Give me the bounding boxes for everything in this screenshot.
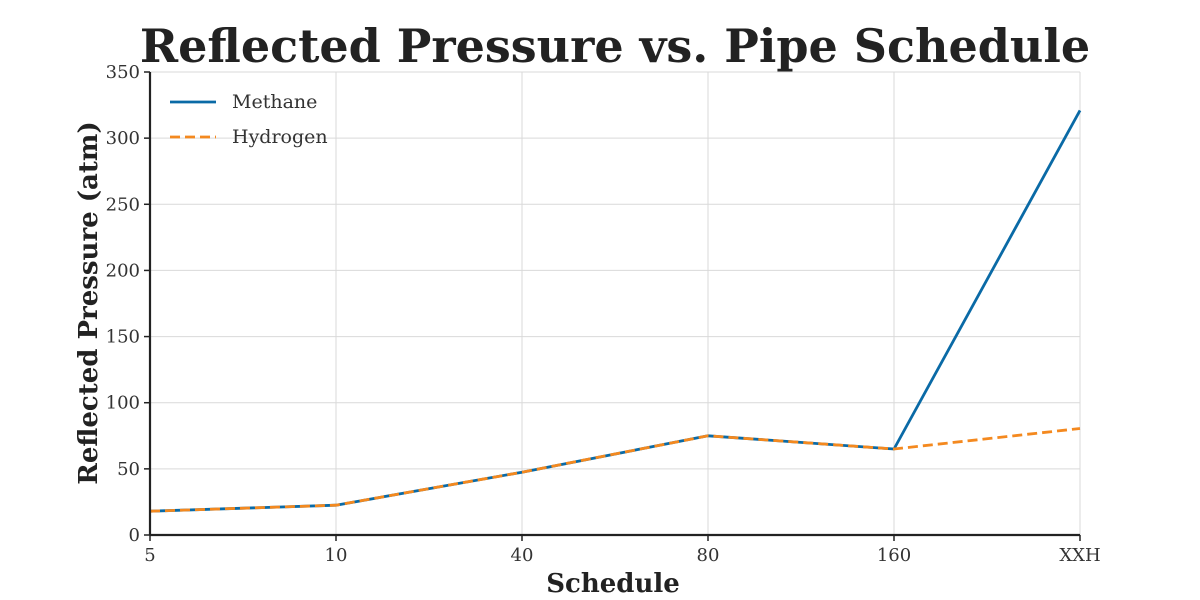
y-tick-label: 100 [106, 393, 140, 414]
grid [149, 71, 1081, 536]
legend-label-hydrogen: Hydrogen [232, 126, 328, 148]
y-tick-label: 300 [106, 128, 140, 149]
y-axis-label: Reflected Pressure (atm) [74, 121, 104, 484]
x-tick-label: 160 [877, 545, 911, 566]
y-tick-label: 200 [106, 260, 140, 281]
chart-title: Reflected Pressure vs. Pipe Schedule [140, 19, 1090, 73]
x-tick-label: 5 [144, 545, 155, 566]
legend: Methane Hydrogen [170, 91, 328, 148]
series-line-methane [149, 109, 1082, 513]
axes [144, 71, 1081, 541]
series-group [149, 109, 1082, 513]
x-axis-label: Schedule [546, 569, 680, 599]
y-tick-label: 250 [106, 194, 140, 215]
y-tick-label: 350 [106, 62, 140, 83]
y-tick-label: 0 [129, 525, 140, 546]
tick-labels: 0 50 100 150 200 250 300 350 5 10 40 80 160 XXH [106, 62, 1101, 566]
x-tick-label: 40 [511, 545, 534, 566]
x-tick-label: 80 [697, 545, 720, 566]
x-tick-label: XXH [1059, 545, 1100, 566]
legend-label-methane: Methane [232, 91, 317, 113]
y-tick-label: 50 [117, 459, 140, 480]
series-line-hydrogen [149, 427, 1081, 513]
x-tick-label: 10 [325, 545, 348, 566]
y-tick-label: 150 [106, 327, 140, 348]
